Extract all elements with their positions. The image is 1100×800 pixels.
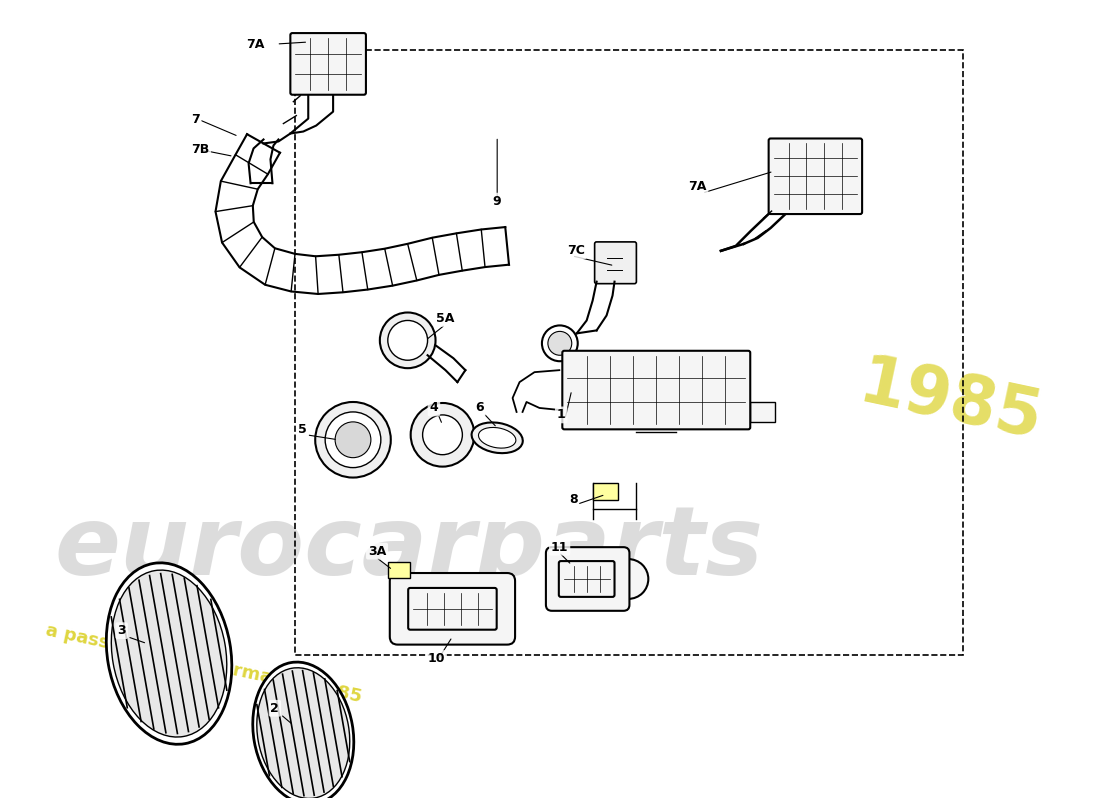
Ellipse shape: [107, 563, 232, 744]
Text: 3: 3: [118, 624, 127, 637]
Text: 7C: 7C: [566, 244, 585, 258]
Circle shape: [316, 402, 390, 478]
Bar: [750, 402, 776, 422]
FancyBboxPatch shape: [559, 561, 615, 597]
Circle shape: [326, 412, 381, 468]
Ellipse shape: [111, 570, 227, 737]
Text: 3A: 3A: [367, 545, 386, 558]
Text: 7B: 7B: [191, 143, 209, 156]
Text: 1985: 1985: [854, 350, 1048, 454]
Circle shape: [542, 326, 578, 362]
Text: 5A: 5A: [436, 312, 454, 325]
Text: 5: 5: [298, 423, 307, 436]
Text: 9: 9: [492, 194, 500, 208]
FancyBboxPatch shape: [408, 588, 497, 630]
Text: 8: 8: [569, 493, 578, 506]
Bar: [295, 50, 962, 654]
Ellipse shape: [253, 662, 354, 800]
FancyBboxPatch shape: [546, 547, 629, 611]
Text: 7A: 7A: [689, 180, 706, 193]
Text: 2: 2: [271, 702, 279, 714]
Ellipse shape: [478, 427, 516, 448]
Bar: [593, 482, 618, 501]
Circle shape: [388, 321, 428, 360]
Text: 4: 4: [430, 402, 438, 414]
FancyBboxPatch shape: [769, 138, 862, 214]
Text: 7A: 7A: [246, 38, 265, 50]
Text: 10: 10: [428, 652, 446, 665]
Text: 6: 6: [475, 402, 484, 414]
Circle shape: [336, 422, 371, 458]
FancyBboxPatch shape: [595, 242, 637, 284]
Ellipse shape: [256, 668, 350, 798]
Text: 1: 1: [557, 409, 565, 422]
Ellipse shape: [472, 422, 522, 453]
Circle shape: [410, 403, 474, 466]
Text: 11: 11: [551, 541, 569, 554]
Circle shape: [422, 415, 462, 454]
Text: a passion for performance 1985: a passion for performance 1985: [44, 622, 363, 706]
Circle shape: [548, 331, 572, 355]
FancyBboxPatch shape: [389, 573, 515, 645]
Circle shape: [608, 559, 648, 599]
FancyBboxPatch shape: [290, 33, 366, 94]
Bar: [388, 562, 409, 578]
Circle shape: [379, 313, 436, 368]
FancyBboxPatch shape: [562, 350, 750, 430]
Text: eurocarparts: eurocarparts: [55, 502, 763, 595]
Text: 7: 7: [191, 113, 200, 126]
